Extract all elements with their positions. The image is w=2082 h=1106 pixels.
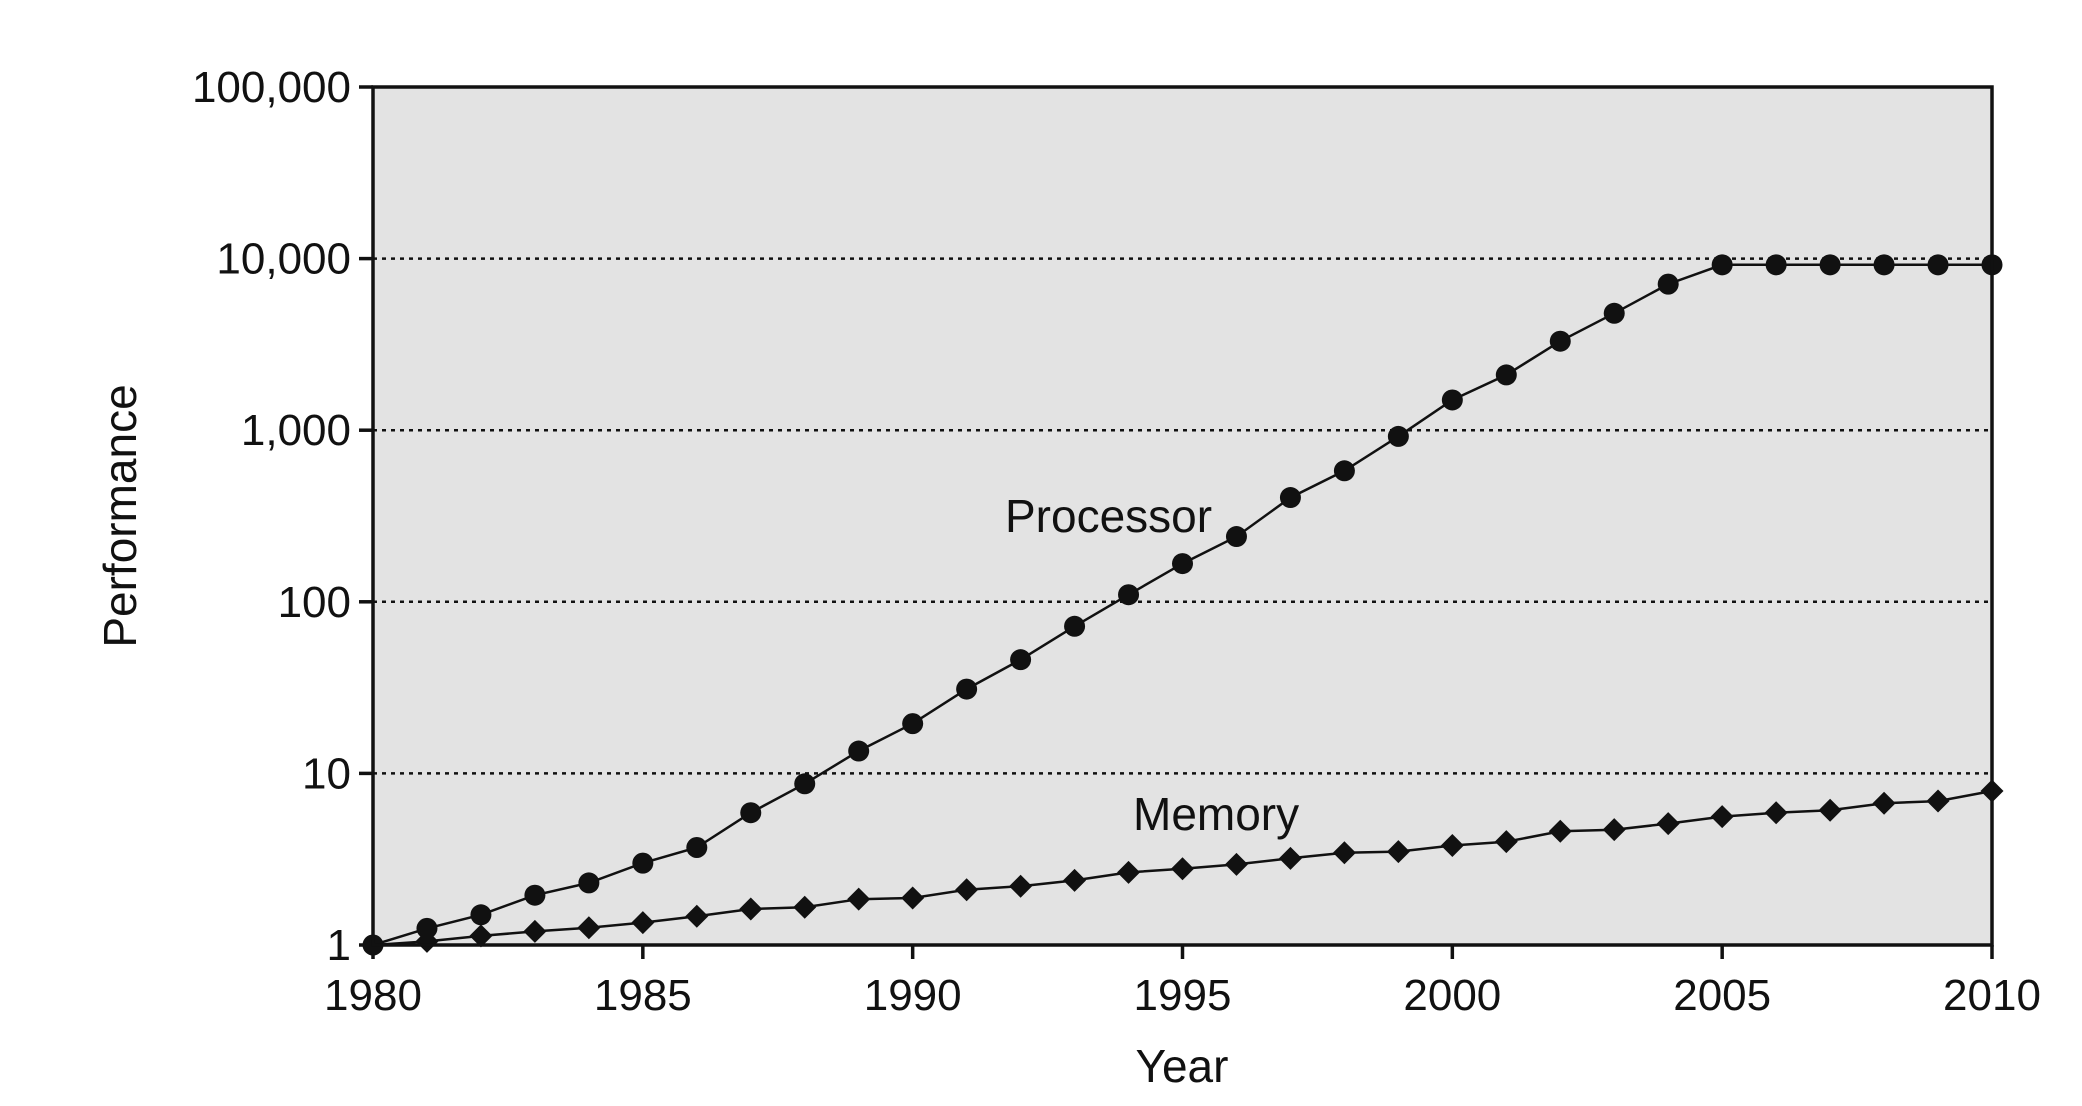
x-tick-label: 1980 xyxy=(324,971,422,1020)
data-point-memory xyxy=(1710,805,1734,829)
data-point-memory xyxy=(1332,841,1356,865)
data-point-processor xyxy=(1441,389,1463,411)
data-point-memory xyxy=(1117,860,1141,884)
series-label-memory: Memory xyxy=(1133,788,1299,840)
plot-frame xyxy=(371,85,1994,947)
data-point-memory xyxy=(469,924,493,948)
y-tick-label: 10 xyxy=(302,749,351,798)
x-tick-label: 1995 xyxy=(1134,971,1232,1020)
y-tick-label: 100,000 xyxy=(192,63,351,112)
data-point-processor xyxy=(902,713,924,735)
data-point-processor xyxy=(1225,526,1247,548)
data-point-processor xyxy=(1064,615,1086,637)
data-point-processor xyxy=(1279,487,1301,509)
data-point-memory xyxy=(631,911,655,935)
x-tick-label: 2000 xyxy=(1403,971,1501,1020)
series-layer xyxy=(361,254,2004,957)
data-point-processor xyxy=(632,852,654,874)
data-point-memory xyxy=(685,904,709,928)
data-point-processor xyxy=(1549,330,1571,352)
data-point-processor xyxy=(1387,425,1409,447)
data-point-memory xyxy=(1548,819,1572,843)
y-tick-label: 1,000 xyxy=(241,406,351,455)
data-point-processor xyxy=(578,872,600,894)
x-tick-label: 2005 xyxy=(1673,971,1771,1020)
data-point-processor xyxy=(848,740,870,762)
data-point-processor xyxy=(956,678,978,700)
data-point-memory xyxy=(1224,852,1248,876)
data-point-memory xyxy=(1440,834,1464,858)
data-point-processor xyxy=(1172,553,1193,575)
data-point-memory xyxy=(1278,846,1302,870)
data-point-processor xyxy=(1873,254,1895,276)
data-point-processor xyxy=(1927,254,1949,276)
x-tick-label: 2010 xyxy=(1943,971,2041,1020)
data-point-processor xyxy=(1603,302,1625,324)
y-tick-label: 100 xyxy=(278,578,351,627)
data-point-memory xyxy=(1009,874,1033,898)
data-point-memory xyxy=(1494,830,1518,854)
data-point-processor xyxy=(1657,273,1679,295)
data-point-processor xyxy=(524,884,546,906)
data-point-memory xyxy=(1656,812,1680,836)
data-point-processor xyxy=(686,836,708,858)
y-tick-label: 10,000 xyxy=(216,235,351,284)
axis-ticks: 1 10 100 1,000 10,000 100,000 1980 1985 1990 1995… xyxy=(192,63,2041,1020)
data-point-processor xyxy=(1765,254,1787,276)
data-point-processor xyxy=(1495,364,1517,386)
data-point-memory xyxy=(1602,818,1626,842)
x-tick-label: 1985 xyxy=(594,971,692,1020)
x-tick-label: 1990 xyxy=(864,971,962,1020)
data-point-memory xyxy=(901,886,925,910)
data-point-memory xyxy=(523,919,547,943)
data-point-memory xyxy=(847,887,871,911)
data-point-processor xyxy=(416,917,438,939)
data-point-memory xyxy=(1818,798,1842,822)
data-point-memory xyxy=(577,916,601,940)
data-point-processor xyxy=(1819,254,1841,276)
data-point-processor xyxy=(1333,460,1355,482)
data-point-memory xyxy=(955,878,979,902)
data-point-memory xyxy=(1171,857,1194,881)
x-axis-title: Year xyxy=(1136,1040,1229,1092)
data-point-processor xyxy=(1118,584,1140,606)
data-point-memory xyxy=(1386,840,1410,864)
y-tick-label: 1 xyxy=(327,921,351,970)
data-point-processor xyxy=(794,773,816,795)
data-point-processor xyxy=(740,802,762,824)
data-point-memory xyxy=(1764,801,1788,825)
data-point-memory xyxy=(1926,789,1950,813)
plot-area xyxy=(373,87,1992,945)
series-label-processor: Processor xyxy=(1005,490,1212,542)
data-point-memory xyxy=(1063,868,1087,892)
data-point-memory xyxy=(793,895,817,919)
data-point-memory xyxy=(1872,791,1896,815)
y-axis-title: Performance xyxy=(94,384,146,647)
data-point-memory xyxy=(415,929,439,953)
data-point-processor xyxy=(1010,649,1032,671)
data-point-memory xyxy=(739,897,763,921)
data-point-processor xyxy=(1711,254,1733,276)
data-point-processor xyxy=(470,904,492,926)
